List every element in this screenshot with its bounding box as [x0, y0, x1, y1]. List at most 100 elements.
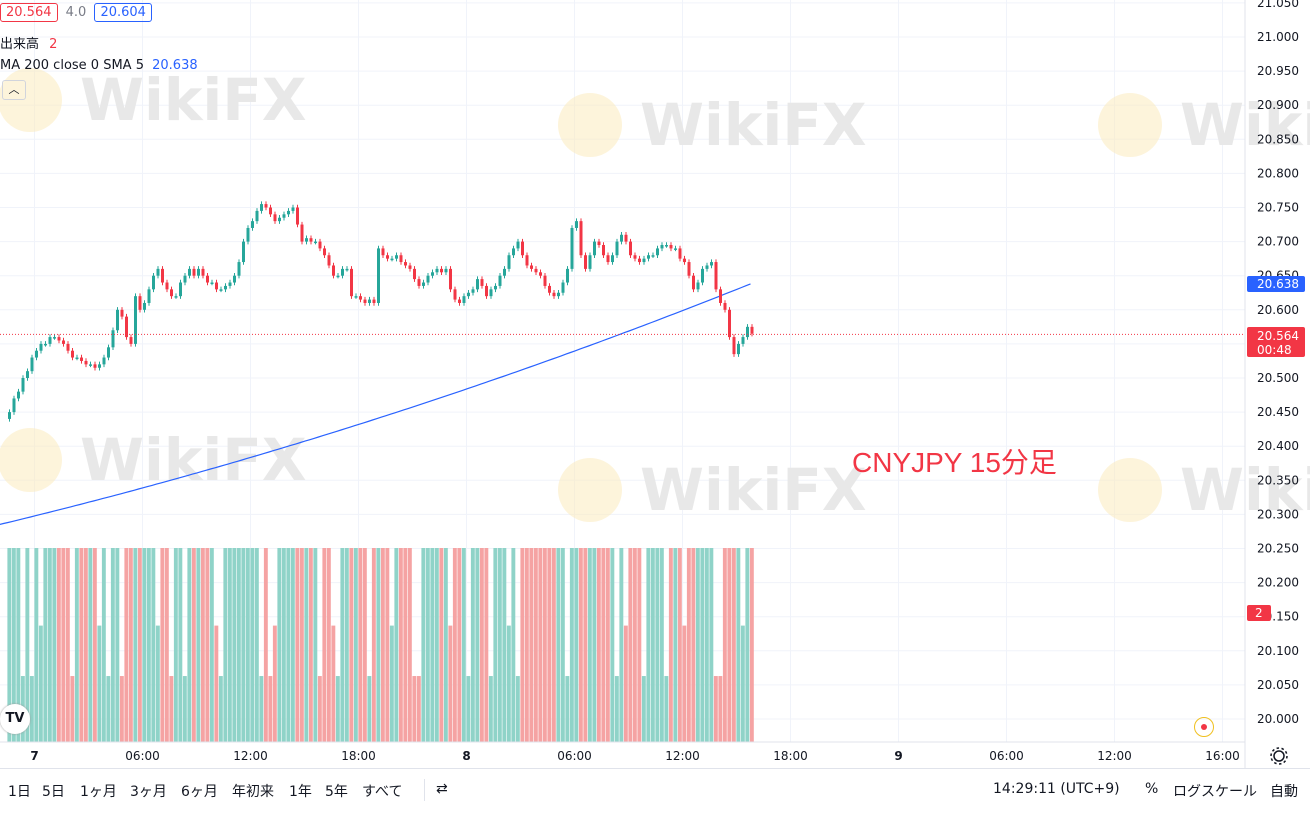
- candle-body: [237, 262, 241, 276]
- settings-gear-icon[interactable]: [1270, 747, 1288, 765]
- candle-body: [129, 337, 133, 344]
- candle-body: [647, 255, 650, 259]
- candle-body: [395, 255, 398, 259]
- volume-bar: [556, 548, 561, 742]
- candle-body: [417, 279, 421, 286]
- volume-bar: [286, 548, 291, 742]
- timeframe-3m[interactable]: 3ヶ月: [130, 784, 167, 800]
- volume-legend[interactable]: 出来高 2: [0, 33, 57, 52]
- time-tick-label: 12:00: [1097, 749, 1132, 763]
- volume-value: 2: [49, 37, 58, 52]
- candle-body: [260, 204, 263, 211]
- volume-bar: [398, 548, 403, 742]
- volume-bar: [425, 548, 430, 742]
- volume-bar: [169, 676, 174, 742]
- candle-body: [327, 255, 331, 266]
- svg-text:00:48: 00:48: [1257, 343, 1292, 357]
- volume-bar: [736, 548, 741, 742]
- volume-bar: [191, 548, 196, 742]
- bid-price-box[interactable]: 20.564: [0, 3, 58, 22]
- volume-bar: [502, 548, 507, 742]
- time-tick-label: 06:00: [125, 749, 160, 763]
- time-axis[interactable]: 7 06:00 12:00 18:00 8 06:00 12:00 18:00 9 06:00 12…: [30, 749, 1239, 763]
- candle-body: [147, 289, 151, 303]
- candle-body: [696, 282, 700, 290]
- volume-bar: [92, 548, 97, 742]
- volume-bar: [605, 548, 610, 742]
- volume-bar: [101, 548, 106, 742]
- candle-body: [525, 255, 529, 266]
- volume-bar: [56, 548, 61, 742]
- candle-body: [705, 265, 709, 269]
- candle-body: [588, 255, 592, 269]
- volume-bar: [587, 548, 592, 742]
- candle-body: [192, 268, 196, 276]
- volume-bar: [209, 548, 214, 742]
- volume-bar: [43, 548, 48, 742]
- timeframe-1y[interactable]: 1年: [289, 784, 312, 800]
- volume-bar: [151, 548, 156, 742]
- price-tick-label: 21.050: [1257, 0, 1299, 10]
- percent-scale-button[interactable]: %: [1145, 781, 1159, 797]
- ask-price-box[interactable]: 20.604: [94, 3, 152, 22]
- date-range-calendar-icon[interactable]: ⇄: [436, 781, 448, 797]
- volume-bar: [38, 625, 43, 742]
- candle-body: [489, 289, 493, 297]
- watermark-text: WikiFX: [80, 66, 307, 134]
- candle-body: [152, 275, 155, 290]
- price-chart[interactable]: WikiFXWikiFXWikiFXWikiFXWikiFXWikiFX CNY…: [0, 0, 1310, 768]
- tradingview-logo-icon[interactable]: TV: [0, 704, 30, 734]
- timeframe-5y[interactable]: 5年: [325, 784, 348, 800]
- candle-body: [210, 282, 214, 285]
- volume-bar: [322, 548, 327, 742]
- timeframe-6m[interactable]: 6ヶ月: [181, 784, 218, 800]
- candle-body: [404, 262, 407, 266]
- candle-body: [84, 360, 88, 365]
- time-tick-label: 12:00: [665, 749, 700, 763]
- collapse-legend-chevron-up-icon[interactable]: ︿: [2, 80, 26, 100]
- timeframe-all[interactable]: すべて: [362, 784, 403, 800]
- volume-bar: [29, 676, 34, 742]
- ma-value: 20.638: [152, 58, 198, 73]
- candle-body: [21, 378, 25, 392]
- time-tick-label: 8: [462, 749, 470, 763]
- timeframe-ytd[interactable]: 年初来: [232, 784, 274, 800]
- timeframe-1m[interactable]: 1ヶ月: [80, 784, 117, 800]
- candle-body: [179, 282, 182, 297]
- candle-body: [593, 241, 596, 256]
- go-to-realtime-icon[interactable]: [1194, 717, 1214, 737]
- price-tick-label: 20.700: [1257, 235, 1299, 249]
- candle-body: [476, 279, 479, 290]
- ma-legend[interactable]: MA 200 close 0 SMA 5 20.638: [0, 58, 198, 73]
- candle-body: [606, 255, 610, 263]
- volume-bar: [596, 548, 601, 742]
- volume-bar: [565, 676, 570, 742]
- clock-time[interactable]: 14:29:11 (UTC+9): [993, 781, 1120, 797]
- volume-bar: [731, 548, 736, 742]
- candle-body: [156, 268, 160, 276]
- volume-bar: [259, 676, 264, 742]
- volume-bar: [601, 548, 606, 742]
- auto-scale-button[interactable]: 自動: [1270, 784, 1298, 800]
- candle-body: [111, 330, 115, 348]
- candle-body: [8, 412, 11, 419]
- volume-bar: [7, 548, 12, 742]
- candle-body: [534, 268, 538, 273]
- timeframe-1d[interactable]: 1日: [8, 784, 31, 800]
- candle-body: [125, 316, 128, 338]
- candle-body: [633, 255, 637, 259]
- timeframe-5d[interactable]: 5日: [42, 784, 65, 800]
- candle-body: [26, 371, 29, 378]
- volume-bar: [47, 548, 52, 742]
- volume-bar: [569, 548, 574, 742]
- candle-body: [453, 289, 457, 300]
- volume-bar: [308, 548, 313, 742]
- volume-bar: [97, 625, 102, 742]
- log-scale-button[interactable]: ログスケール: [1173, 784, 1257, 800]
- candle-body: [233, 275, 236, 283]
- candle-body: [741, 337, 745, 344]
- candle-body: [53, 337, 56, 339]
- volume-bar: [668, 548, 673, 742]
- volume-bar: [218, 676, 223, 742]
- candle-body: [197, 268, 200, 276]
